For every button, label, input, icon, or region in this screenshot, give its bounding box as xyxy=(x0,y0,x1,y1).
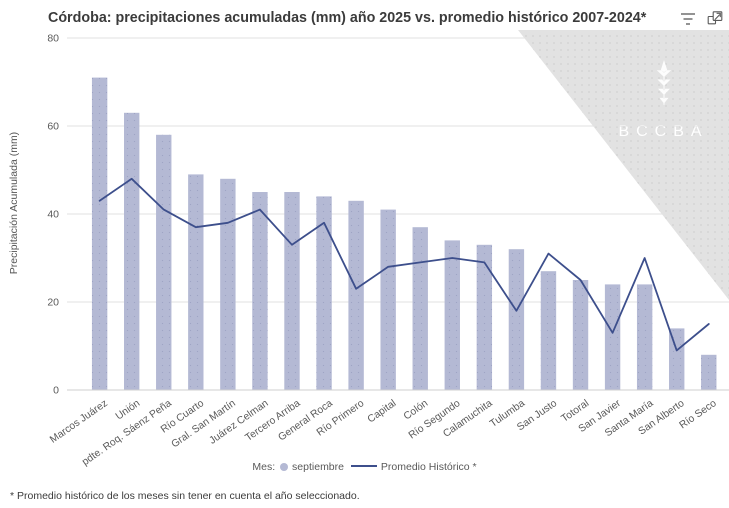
svg-text:80: 80 xyxy=(47,33,59,45)
svg-text:0: 0 xyxy=(53,385,59,397)
svg-text:40: 40 xyxy=(47,209,59,221)
svg-text:20: 20 xyxy=(47,297,59,309)
svg-text:60: 60 xyxy=(47,121,59,133)
